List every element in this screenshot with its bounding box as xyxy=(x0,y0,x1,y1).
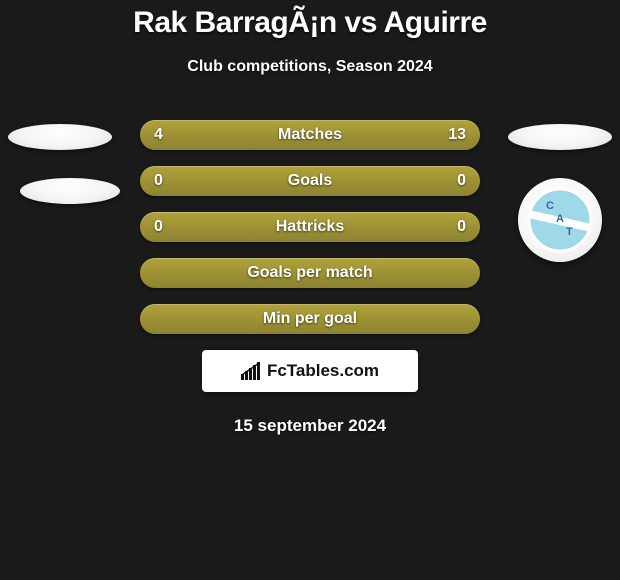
stat-row-hattricks: 0 Hattricks 0 xyxy=(140,212,480,242)
subtitle: Club competitions, Season 2024 xyxy=(0,58,620,76)
page-title: Rak BarragÃ¡n vs Aguirre xyxy=(0,6,620,40)
stat-label: Hattricks xyxy=(276,218,344,236)
player-right-marker-1 xyxy=(508,124,612,150)
source-logo-text: FcTables.com xyxy=(267,361,379,381)
svg-text:C: C xyxy=(546,200,554,212)
stat-value-right: 13 xyxy=(448,126,466,144)
stat-value-right: 0 xyxy=(457,218,466,236)
stat-value-left: 0 xyxy=(154,172,163,190)
stat-label: Goals per match xyxy=(247,264,372,282)
bars-icon xyxy=(241,362,263,380)
player-left-marker-2 xyxy=(20,178,120,204)
svg-text:T: T xyxy=(566,226,573,238)
stat-row-min-per-goal: Min per goal xyxy=(140,304,480,334)
stat-value-left: 0 xyxy=(154,218,163,236)
stat-label: Min per goal xyxy=(263,310,357,328)
club-badge-icon: C A T xyxy=(527,187,593,253)
infographic-content: Rak BarragÃ¡n vs Aguirre Club competitio… xyxy=(0,0,620,436)
stat-value-right: 0 xyxy=(457,172,466,190)
stat-label: Matches xyxy=(278,126,342,144)
date-text: 15 september 2024 xyxy=(0,416,620,436)
club-badge-right: C A T xyxy=(518,178,602,262)
svg-text:A: A xyxy=(556,213,564,225)
stat-row-goals-per-match: Goals per match xyxy=(140,258,480,288)
source-logo: FcTables.com xyxy=(202,350,418,392)
stat-value-left: 4 xyxy=(154,126,163,144)
stat-row-goals: 0 Goals 0 xyxy=(140,166,480,196)
stat-row-matches: 4 Matches 13 xyxy=(140,120,480,150)
player-left-marker-1 xyxy=(8,124,112,150)
stat-label: Goals xyxy=(288,172,332,190)
